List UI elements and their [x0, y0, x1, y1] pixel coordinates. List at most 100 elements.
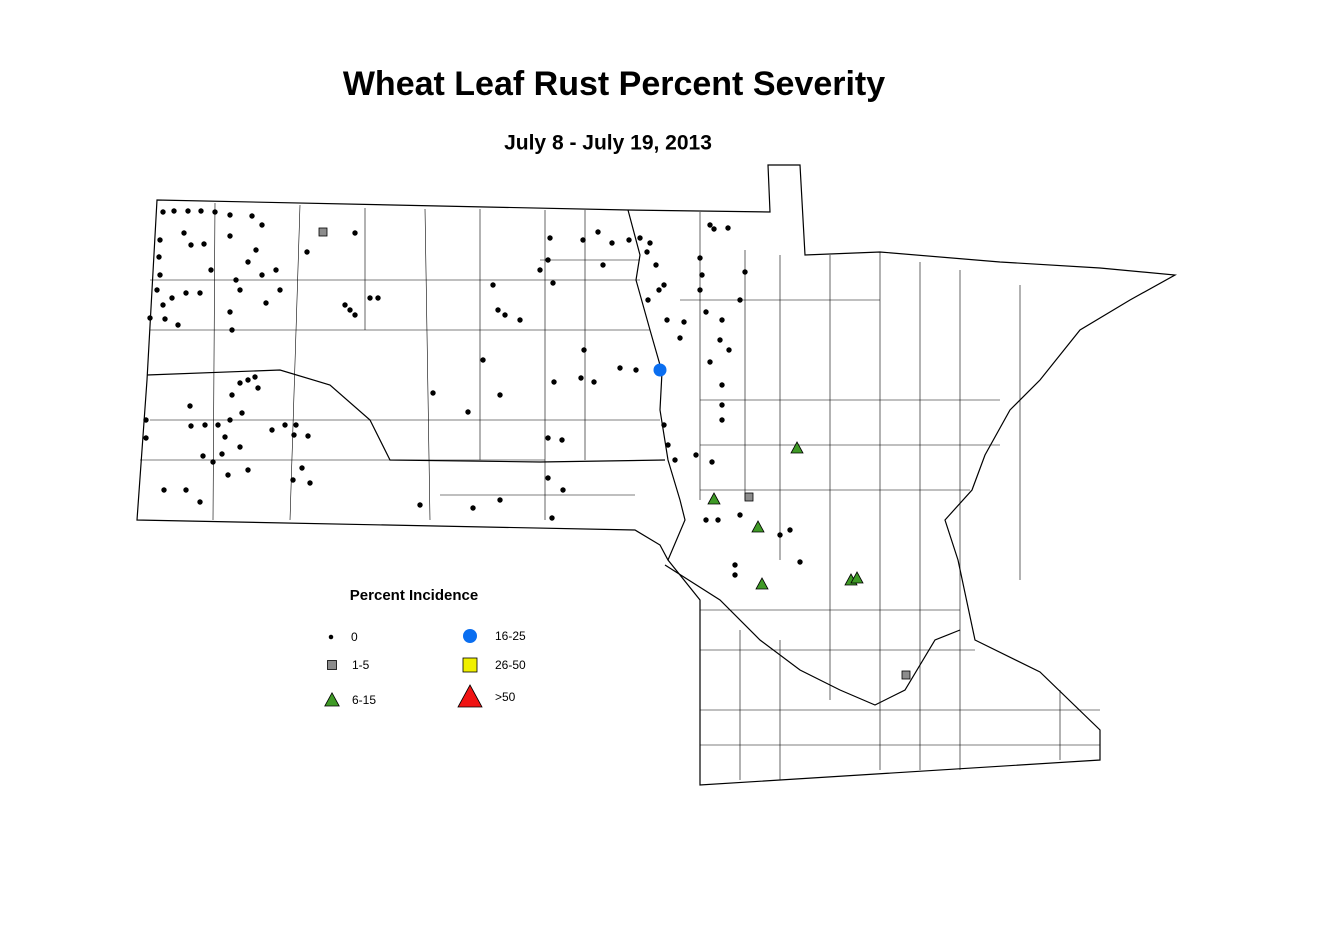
site-dot: [269, 427, 275, 433]
site-dot: [237, 287, 243, 293]
site-dot: [229, 327, 235, 333]
site-dot: [732, 572, 738, 578]
site-dot: [717, 337, 723, 343]
site-triangle: [751, 520, 765, 533]
site-dot: [171, 208, 177, 214]
legend-label: 26-50: [495, 658, 526, 672]
site-dot: [154, 287, 160, 293]
site-dot: [375, 295, 381, 301]
site-dot: [185, 208, 191, 214]
site-dot: [480, 357, 486, 363]
site-dot: [304, 249, 310, 255]
site-dot: [249, 213, 255, 219]
legend: Percent Incidence 0 1-5 6-15 16-25 26-50 >50: [324, 587, 526, 708]
site-dot: [693, 452, 699, 458]
site-dot: [578, 375, 584, 381]
site-dot: [719, 402, 725, 408]
site-dot: [143, 435, 149, 441]
site-triangle: [755, 577, 769, 590]
site-dot: [709, 459, 715, 465]
site-dot: [259, 272, 265, 278]
legend-symbol: [463, 629, 477, 643]
legend-symbol: [327, 660, 337, 670]
site-dot: [198, 208, 204, 214]
site-dot: [183, 290, 189, 296]
site-dot: [777, 532, 783, 538]
site-dot: [222, 434, 228, 440]
site-dot: [259, 222, 265, 228]
site-dot: [591, 379, 597, 385]
site-dot: [732, 562, 738, 568]
site-dot: [156, 254, 162, 260]
site-dot: [664, 317, 670, 323]
site-dot: [187, 403, 193, 409]
site-dot: [200, 453, 206, 459]
site-dot: [169, 295, 175, 301]
site-dot: [495, 307, 501, 313]
site-dot: [293, 422, 299, 428]
site-dot: [183, 487, 189, 493]
site-dot: [291, 432, 297, 438]
site-dot: [175, 322, 181, 328]
site-dot: [549, 515, 555, 521]
site-dot: [237, 444, 243, 450]
site-dot: [245, 377, 251, 383]
site-dot: [197, 290, 203, 296]
site-dot: [502, 312, 508, 318]
site-dot: [212, 209, 218, 215]
site-triangle: [850, 571, 864, 584]
minnesota-river: [664, 564, 961, 706]
site-dot: [430, 390, 436, 396]
site-dot: [252, 374, 258, 380]
site-dot: [352, 312, 358, 318]
site-dot: [580, 237, 586, 243]
site-dot: [719, 317, 725, 323]
site-dot: [470, 505, 476, 511]
site-dot: [352, 230, 358, 236]
site-dot: [465, 409, 471, 415]
site-dot: [550, 280, 556, 286]
county-lines: [140, 202, 1100, 780]
site-dot: [157, 272, 163, 278]
site-dot: [547, 235, 553, 241]
site-square: [318, 227, 328, 237]
site-dot: [162, 316, 168, 322]
site-dot: [239, 410, 245, 416]
site-dot: [545, 435, 551, 441]
site-dot: [707, 222, 713, 228]
site-dot: [417, 502, 423, 508]
site-dot: [188, 242, 194, 248]
legend-symbol: [328, 634, 334, 640]
site-dot: [227, 212, 233, 218]
site-dot: [147, 315, 153, 321]
site-triangle: [707, 492, 721, 505]
site-dot: [367, 295, 373, 301]
site-dot: [253, 247, 259, 253]
site-dot: [202, 422, 208, 428]
site-dot: [737, 297, 743, 303]
site-dot: [545, 475, 551, 481]
site-square: [901, 670, 911, 680]
site-dot: [661, 422, 667, 428]
site-dot: [157, 237, 163, 243]
site-dot: [227, 417, 233, 423]
site-dot: [233, 277, 239, 283]
site-dot: [188, 423, 194, 429]
site-dot: [255, 385, 261, 391]
site-dot: [595, 229, 601, 235]
site-dot: [210, 459, 216, 465]
site-dot: [707, 359, 713, 365]
site-dot: [229, 392, 235, 398]
site-dot: [725, 225, 731, 231]
site-dot: [672, 457, 678, 463]
region-boundaries: [136, 164, 1177, 786]
site-dot: [742, 269, 748, 275]
site-dot: [160, 302, 166, 308]
site-dot: [181, 230, 187, 236]
site-dot: [290, 477, 296, 483]
site-dot: [653, 262, 659, 268]
site-dot: [347, 307, 353, 313]
legend-label: 1-5: [352, 658, 370, 672]
